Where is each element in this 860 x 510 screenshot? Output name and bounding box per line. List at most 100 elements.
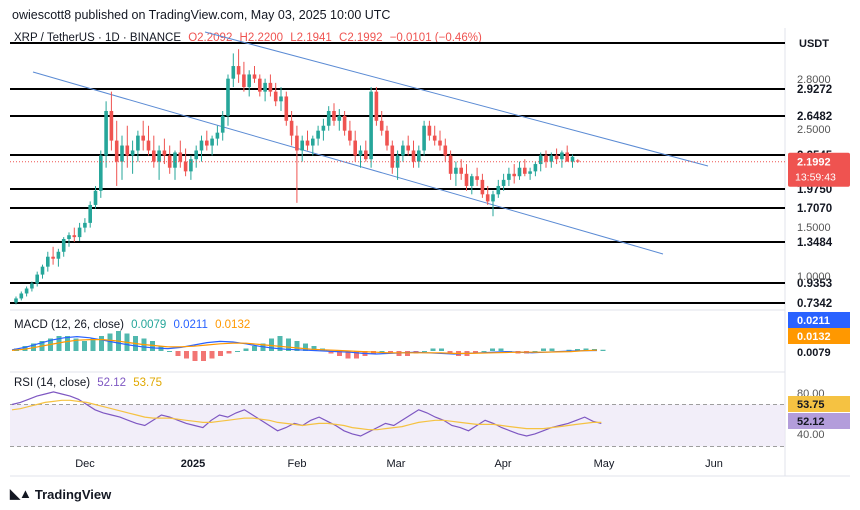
macd-histogram-bar: [235, 351, 240, 352]
macd-histogram-bar: [532, 351, 538, 352]
macd-histogram-bar: [541, 348, 546, 351]
price-badge-countdown: 13:59:43: [795, 172, 836, 184]
price-tick-label: 1.0000: [797, 271, 831, 283]
ohlc-high: H2.2200: [239, 32, 284, 44]
candle-body: [517, 167, 522, 177]
candle-body: [305, 140, 310, 146]
candle-body: [263, 82, 267, 92]
candle-body: [454, 167, 458, 174]
rsi-axis-bottom: 40.00: [797, 429, 825, 441]
level-label: 2.9272: [797, 84, 832, 96]
rsi-axis-badge: [788, 413, 850, 429]
candle-body: [385, 130, 389, 146]
macd-histogram-bar: [184, 351, 189, 359]
candle-body: [570, 156, 575, 162]
candle-body: [146, 140, 151, 151]
rsi-band: [10, 404, 785, 447]
macd-axis-value: 0.0132: [797, 331, 831, 343]
macd-histogram-bar: [303, 343, 308, 351]
candle-body: [485, 194, 490, 202]
candle-body: [19, 293, 24, 299]
candle-body: [337, 115, 342, 121]
candle-body: [220, 115, 225, 133]
candle-body: [83, 222, 87, 228]
candle-body: [51, 256, 55, 259]
macd-axis-value: 0.0079: [797, 347, 831, 359]
price-tick-label: 1.5000: [797, 222, 831, 234]
macd-histogram-bar: [226, 351, 232, 354]
macd-histogram-bar: [379, 351, 385, 352]
candle-body: [252, 74, 257, 79]
candle-body: [120, 145, 124, 162]
level-label-bg: [788, 81, 850, 97]
candle-body: [496, 185, 501, 195]
candle-body: [279, 96, 283, 102]
candle-body: [332, 110, 336, 121]
candle-body: [300, 140, 304, 151]
candle-body: [24, 288, 29, 294]
candle-body: [379, 120, 384, 131]
macd-histogram-bar: [82, 341, 87, 351]
rsi-axis-value: 53.75: [797, 399, 825, 411]
macd-histogram-bar: [277, 336, 283, 351]
candle-body: [475, 176, 479, 180]
macd-histogram-bar: [490, 348, 495, 351]
macd-histogram-bar: [422, 351, 427, 352]
macd-legend[interactable]: MACD (12, 26, close) 0.0079 0.0211 0.013…: [14, 319, 254, 331]
candle-body: [443, 145, 448, 156]
rsi-line: [11, 391, 602, 437]
candle-body: [67, 235, 71, 240]
time-axis-label: Mar: [387, 458, 406, 470]
candle-body: [35, 274, 39, 284]
candle-body: [533, 164, 538, 172]
macd-histogram-bar: [150, 341, 155, 351]
ohlc-open: O2.2092: [188, 32, 233, 44]
candle-body: [136, 135, 140, 151]
time-axis-label: May: [594, 458, 615, 470]
candle-body: [183, 161, 188, 172]
level-label: 2.6482: [797, 111, 832, 123]
candle-body: [157, 150, 161, 162]
macd-histogram-bar: [65, 336, 70, 351]
candle-body: [523, 167, 527, 174]
macd-axis-badge: [788, 312, 850, 328]
macd-histogram-bar: [167, 351, 172, 352]
symbol-legend[interactable]: XRP / TetherUS · 1D · BINANCE O2.2092 H2…: [14, 32, 486, 44]
candle-body: [56, 251, 61, 259]
candle-body: [417, 150, 421, 162]
candle-body: [560, 152, 564, 160]
candle-body: [459, 167, 463, 174]
candle-body: [273, 91, 278, 102]
candle-body: [507, 173, 511, 180]
candle-body: [125, 145, 130, 156]
candle-body: [178, 152, 183, 162]
candle-body: [247, 74, 251, 88]
macd-histogram-bar: [107, 333, 113, 351]
candle-body: [401, 145, 405, 156]
tradingview-brand[interactable]: ◣▲ TradingView: [10, 486, 111, 502]
macd-histogram-bar: [447, 351, 453, 354]
candle-body: [199, 140, 204, 151]
candle-body: [173, 152, 177, 168]
candle-body: [289, 120, 294, 136]
macd-histogram-bar: [566, 349, 572, 351]
candle-body: [390, 145, 395, 168]
macd-axis-badge: [788, 344, 850, 360]
macd-axis-value: 0.0211: [797, 315, 830, 327]
rsi-legend[interactable]: RSI (14, close) 52.12 53.75: [14, 377, 166, 389]
candle-body: [342, 115, 347, 131]
candle-body: [491, 194, 495, 202]
candle-body: [30, 283, 34, 289]
candle-body: [215, 132, 220, 139]
macd-histogram-bar: [269, 338, 274, 351]
candle-body: [109, 110, 114, 141]
candle-body: [93, 190, 98, 205]
brand-label: TradingView: [34, 486, 112, 502]
macd-histogram-bar: [439, 348, 444, 351]
level-label-bg: [788, 234, 850, 250]
time-axis-label: Apr: [494, 458, 511, 470]
macd-histogram-bar: [481, 351, 487, 352]
candle-body: [205, 140, 209, 146]
macd-histogram-bar: [90, 338, 96, 351]
